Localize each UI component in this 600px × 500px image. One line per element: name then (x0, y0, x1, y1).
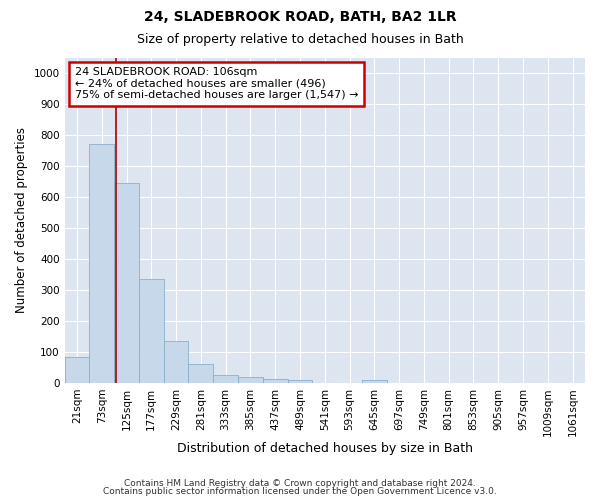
Text: Contains HM Land Registry data © Crown copyright and database right 2024.: Contains HM Land Registry data © Crown c… (124, 478, 476, 488)
Bar (188, 364, 213, 383)
Bar (89, 144, 114, 383)
Bar (213, 375, 238, 383)
Bar (287, 380, 313, 383)
Text: 24, SLADEBROOK ROAD, BATH, BA2 1LR: 24, SLADEBROOK ROAD, BATH, BA2 1LR (143, 10, 457, 24)
Text: Size of property relative to detached houses in Bath: Size of property relative to detached ho… (137, 32, 463, 46)
Bar (139, 279, 164, 383)
Y-axis label: Number of detached properties: Number of detached properties (15, 127, 28, 313)
Bar (114, 183, 139, 383)
Bar (164, 341, 188, 383)
Text: 24 SLADEBROOK ROAD: 106sqm
← 24% of detached houses are smaller (496)
75% of sem: 24 SLADEBROOK ROAD: 106sqm ← 24% of deta… (75, 68, 358, 100)
Bar (65, 356, 89, 383)
Bar (263, 379, 287, 383)
Bar (362, 380, 387, 383)
X-axis label: Distribution of detached houses by size in Bath: Distribution of detached houses by size … (177, 442, 473, 455)
Bar (238, 377, 263, 383)
Text: Contains public sector information licensed under the Open Government Licence v3: Contains public sector information licen… (103, 487, 497, 496)
